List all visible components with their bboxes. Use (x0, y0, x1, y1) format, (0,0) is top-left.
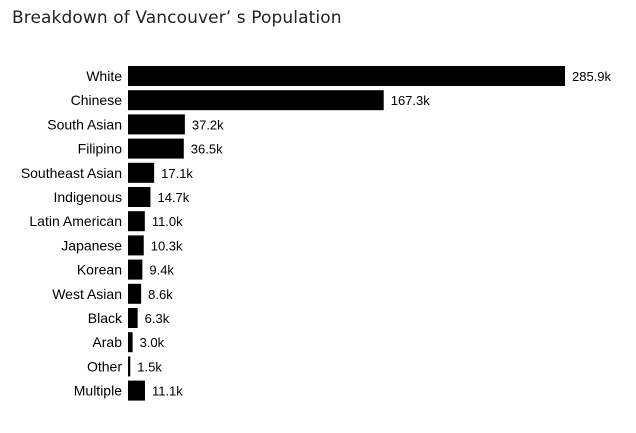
value-label-south-asian: 37.2k (192, 117, 224, 132)
category-label-white: White (86, 68, 122, 84)
bar-arab (128, 332, 133, 353)
value-label-west-asian: 8.6k (148, 287, 173, 302)
value-label-indigenous: 14.7k (157, 190, 189, 205)
category-label-chinese: Chinese (71, 92, 123, 108)
value-label-black: 6.3k (145, 311, 170, 326)
bar-south-asian (128, 114, 185, 135)
value-label-arab: 3.0k (140, 335, 165, 350)
value-label-latin-american: 11.0k (152, 214, 183, 229)
bar-filipino (128, 138, 184, 159)
category-label-arab: Arab (92, 334, 122, 350)
category-label-black: Black (88, 310, 123, 326)
value-label-filipino: 36.5k (191, 142, 223, 157)
chart-title: Breakdown of Vancouver’ s Population (12, 8, 342, 28)
bar-southeast-asian (128, 162, 155, 183)
value-label-white: 285.9k (572, 69, 612, 84)
value-label-chinese: 167.3k (391, 93, 431, 108)
value-label-japanese: 10.3k (151, 238, 183, 253)
value-label-other: 1.5k (137, 359, 162, 374)
category-label-multiple: Multiple (74, 383, 122, 399)
bar-japanese (128, 235, 144, 256)
value-label-multiple: 11.1k (152, 384, 183, 399)
value-label-korean: 9.4k (149, 263, 174, 278)
category-label-latin-american: Latin American (29, 213, 122, 229)
category-label-south-asian: South Asian (47, 116, 122, 132)
bar-indigenous (128, 187, 151, 207)
bar-korean (128, 259, 143, 280)
category-label-korean: Korean (77, 262, 122, 278)
bar-multiple (128, 380, 145, 401)
value-label-southeast-asian: 17.1k (161, 166, 193, 181)
category-label-southeast-asian: Southeast Asian (21, 165, 122, 181)
category-label-indigenous: Indigenous (53, 189, 122, 205)
category-label-filipino: Filipino (78, 141, 123, 157)
category-label-japanese: Japanese (61, 237, 122, 253)
bar-west-asian (128, 283, 142, 304)
bar-latin-american (128, 211, 145, 232)
category-label-other: Other (87, 358, 122, 374)
bar-other (128, 356, 131, 377)
bar-black (128, 308, 138, 328)
bar-white (128, 66, 565, 86)
category-label-west-asian: West Asian (52, 286, 122, 302)
bar-chinese (128, 90, 384, 111)
